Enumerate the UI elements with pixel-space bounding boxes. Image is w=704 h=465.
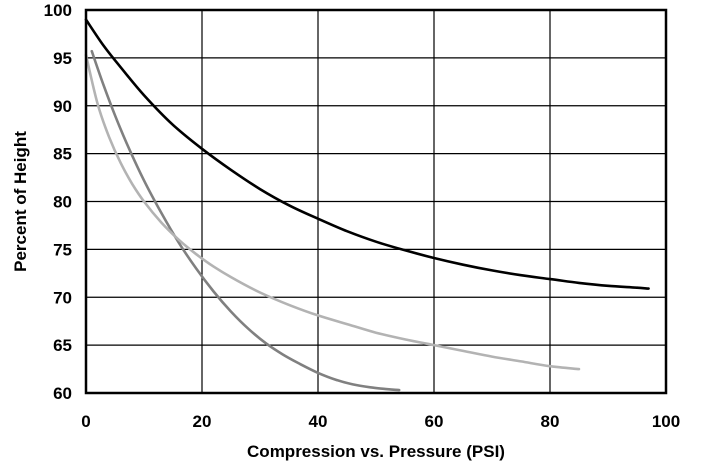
y-tick-label: 60 [53,384,72,403]
x-tick-label: 100 [652,412,680,431]
y-tick-labels: 60 65 70 75 80 85 90 95 100 [44,1,72,403]
x-axis-title: Compression vs. Pressure (PSI) [247,442,505,461]
x-tick-label: 60 [425,412,444,431]
y-tick-label: 90 [53,97,72,116]
data-series [84,18,650,392]
grid-lines [86,10,666,393]
y-tick-label: 85 [53,145,72,164]
x-tick-label: 0 [81,412,90,431]
x-tick-label: 80 [541,412,560,431]
series-line [90,49,401,392]
plot-frame [84,8,668,395]
y-tick-label: 75 [53,240,72,259]
series-line [84,18,650,290]
x-tick-label: 40 [309,412,328,431]
x-tick-labels: 0 20 40 60 80 100 [81,412,680,431]
x-tick-label: 20 [193,412,212,431]
y-tick-label: 70 [53,288,72,307]
y-tick-label: 95 [53,49,72,68]
y-axis-title: Percent of Height [11,131,30,272]
series-line [84,53,581,371]
y-tick-label: 65 [53,336,72,355]
y-tick-label: 80 [53,193,72,212]
y-tick-label: 100 [44,1,72,20]
